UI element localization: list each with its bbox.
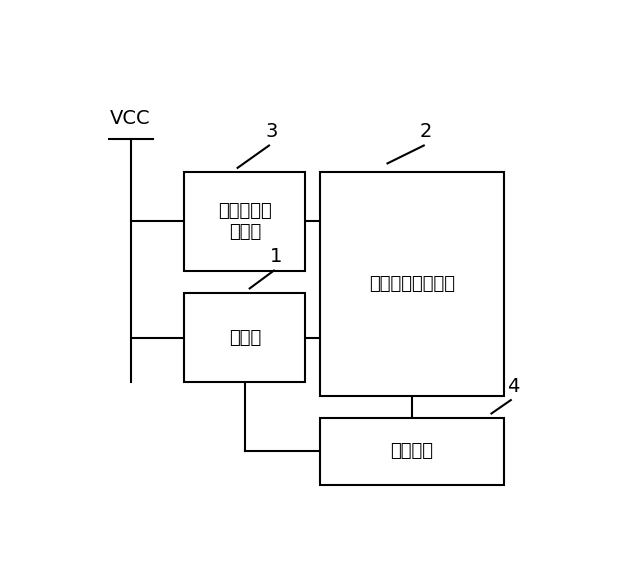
Text: 2: 2 [420,122,432,141]
Text: 重启电路: 重启电路 [390,443,433,461]
FancyBboxPatch shape [185,172,305,270]
FancyBboxPatch shape [319,418,504,485]
Text: VCC: VCC [109,108,150,128]
Text: 4: 4 [507,376,519,396]
Text: 静电释放检测电路: 静电释放检测电路 [369,275,455,293]
FancyBboxPatch shape [319,172,504,396]
Text: 静电释放保
护电路: 静电释放保 护电路 [218,202,271,241]
Text: 1: 1 [270,247,283,266]
Text: 驱动器: 驱动器 [229,328,261,347]
Text: 3: 3 [265,122,278,141]
FancyBboxPatch shape [185,293,305,382]
